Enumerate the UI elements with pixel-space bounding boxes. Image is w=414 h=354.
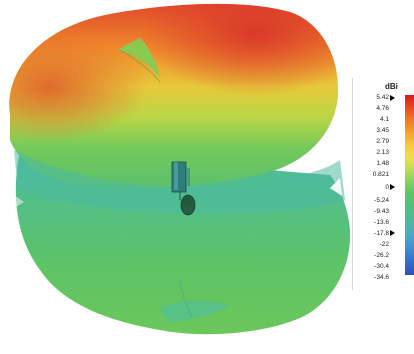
legend-zero-marker xyxy=(390,184,395,190)
legend-tick: 3.45 xyxy=(376,127,389,134)
waist-band xyxy=(14,150,345,215)
legend-tick: -34.6 xyxy=(374,274,389,281)
legend-threshold-marker xyxy=(390,230,395,236)
color-scale-bar xyxy=(405,95,414,275)
legend-tick: -26.2 xyxy=(374,252,389,259)
legend-tick: -22 xyxy=(379,241,389,248)
legend-max-marker xyxy=(390,95,395,101)
legend-tick: -17.8 xyxy=(374,230,389,237)
legend-tick: -30.4 xyxy=(374,263,389,270)
legend-tick: 5.42 xyxy=(376,94,389,101)
upper-dimple xyxy=(118,38,160,78)
legend-tick: 2.79 xyxy=(376,138,389,145)
side-pinch-left xyxy=(14,195,24,208)
legend-unit: dBi xyxy=(385,82,398,91)
antenna-model xyxy=(171,161,196,216)
legend-tick: 2.13 xyxy=(376,149,389,156)
lower-dimple xyxy=(160,300,230,322)
side-pinch-right xyxy=(330,178,342,196)
legend-tick: 4.76 xyxy=(376,105,389,112)
legend-tick: -9.43 xyxy=(374,208,389,215)
legend-tick: 0 xyxy=(385,184,389,191)
legend-tick: 1.48 xyxy=(376,160,389,167)
legend-tick: 4.1 xyxy=(379,116,389,123)
color-scale-legend: dBi 5.42 4.76 4.1 3.45 2.79 2.13 1.48 0.… xyxy=(352,78,414,290)
legend-tick: -5.24 xyxy=(374,197,389,204)
legend-tick: 0.821 xyxy=(372,171,389,178)
legend-tick: -13.6 xyxy=(374,219,389,226)
